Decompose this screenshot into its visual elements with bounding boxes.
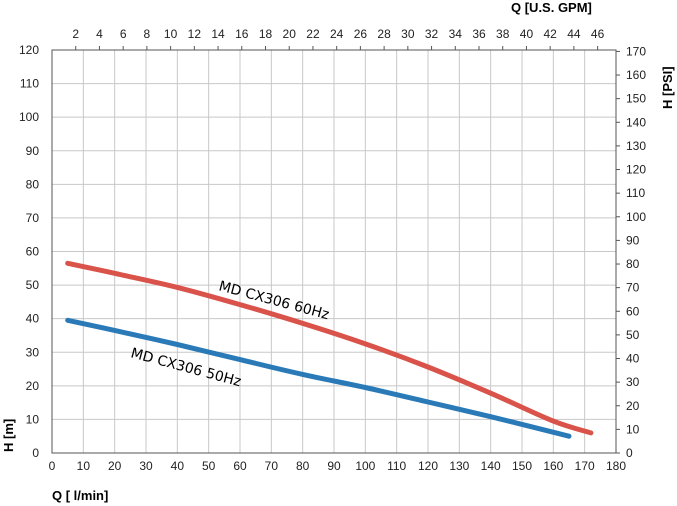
x-axis-title-top: Q [U.S. GPM] [511, 0, 592, 15]
x-tick-label-top: 46 [591, 27, 605, 41]
x-tick-label-top: 2 [72, 27, 79, 41]
x-tick-label-top: 44 [567, 27, 581, 41]
y-tick-label-left: 50 [26, 278, 40, 292]
x-tick-label-top: 34 [449, 27, 463, 41]
x-tick-label-top: 26 [354, 27, 368, 41]
x-axis-title-bottom: Q [ l/min] [52, 488, 108, 503]
x-tick-label-bottom: 20 [108, 459, 122, 473]
y-tick-label-right: 40 [626, 352, 640, 366]
x-tick-label-bottom: 50 [202, 459, 216, 473]
y-tick-label-right: 50 [626, 328, 640, 342]
x-tick-label-bottom: 120 [418, 459, 438, 473]
y-tick-label-right: 140 [626, 115, 646, 129]
x-tick-label-bottom: 110 [387, 459, 406, 473]
x-tick-label-top: 4 [96, 27, 103, 41]
x-tick-label-top: 22 [306, 27, 320, 41]
x-tick-label-top: 32 [425, 27, 439, 41]
x-tick-label-bottom: 100 [355, 459, 375, 473]
y-tick-label-right: 80 [626, 257, 640, 271]
x-tick-label-bottom: 90 [327, 459, 341, 473]
y-tick-label-right: 160 [626, 68, 646, 82]
y-tick-label-left: 30 [26, 345, 40, 359]
x-tick-label-top: 40 [520, 27, 534, 41]
y-tick-label-left: 100 [19, 110, 39, 124]
x-tick-label-bottom: 70 [265, 459, 279, 473]
y-tick-label-right: 120 [626, 163, 646, 177]
plot-frame [51, 49, 617, 454]
x-tick-label-bottom: 180 [606, 459, 626, 473]
y-axis-title-left: H [m] [1, 419, 16, 452]
x-tick-label-top: 12 [188, 27, 202, 41]
x-tick-label-top: 24 [330, 27, 344, 41]
x-tick-label-top: 36 [472, 27, 486, 41]
y-tick-label-right: 60 [626, 304, 640, 318]
series-line-60hz [65, 260, 594, 436]
tick-labels: 0 10 20 30 40 50 60 70 80 90 100 110 120 130 140 150 160… [19, 27, 646, 473]
y-tick-label-left: 90 [26, 144, 40, 158]
x-tick-label-top: 6 [120, 27, 127, 41]
grid [52, 50, 616, 453]
y-tick-label-right: 130 [626, 139, 646, 153]
y-tick-label-right: 0 [626, 446, 633, 460]
x-tick-label-bottom: 140 [481, 459, 501, 473]
y-tick-label-left: 120 [19, 43, 39, 57]
y-tick-label-left: 80 [26, 177, 40, 191]
x-tick-label-bottom: 150 [512, 459, 532, 473]
x-tick-label-top: 18 [259, 27, 273, 41]
y-tick-label-left: 40 [26, 312, 40, 326]
y-tick-label-left: 0 [32, 446, 39, 460]
x-tick-label-bottom: 160 [543, 459, 563, 473]
y-tick-label-right: 150 [626, 92, 646, 106]
y-tick-label-left: 20 [26, 379, 40, 393]
x-tick-label-bottom: 40 [171, 459, 185, 473]
x-tick-label-bottom: 170 [575, 459, 595, 473]
x-tick-label-top: 8 [144, 27, 151, 41]
x-tick-label-top: 28 [377, 27, 391, 41]
x-tick-label-bottom: 10 [77, 459, 91, 473]
y-tick-label-right: 20 [626, 399, 640, 413]
y-tick-label-left: 110 [20, 77, 39, 91]
y-tick-label-right: 70 [626, 281, 640, 295]
x-tick-label-bottom: 60 [233, 459, 247, 473]
x-tick-label-top: 42 [543, 27, 557, 41]
series-lines [65, 260, 594, 439]
y-tick-label-left: 70 [26, 211, 40, 225]
y-tick-label-right: 100 [626, 210, 646, 224]
x-tick-label-top: 38 [496, 27, 510, 41]
y-tick-label-right: 170 [626, 44, 646, 58]
y-tick-label-right: 110 [626, 186, 645, 200]
x-tick-label-bottom: 30 [139, 459, 153, 473]
y-tick-label-right: 90 [626, 233, 640, 247]
y-tick-label-right: 30 [626, 375, 640, 389]
y-tick-label-left: 60 [26, 245, 40, 259]
series-line-50hz [65, 317, 572, 439]
x-tick-label-top: 10 [164, 27, 178, 41]
x-tick-label-bottom: 80 [296, 459, 310, 473]
x-tick-label-bottom: 130 [449, 459, 469, 473]
x-tick-label-bottom: 0 [49, 459, 56, 473]
x-tick-label-top: 20 [283, 27, 297, 41]
y-tick-label-right: 10 [626, 422, 640, 436]
y-axis-title-right: H [PSI] [660, 66, 675, 109]
x-tick-label-top: 30 [401, 27, 415, 41]
x-tick-label-top: 14 [211, 27, 225, 41]
y-tick-label-left: 10 [26, 412, 40, 426]
x-tick-label-top: 16 [235, 27, 249, 41]
